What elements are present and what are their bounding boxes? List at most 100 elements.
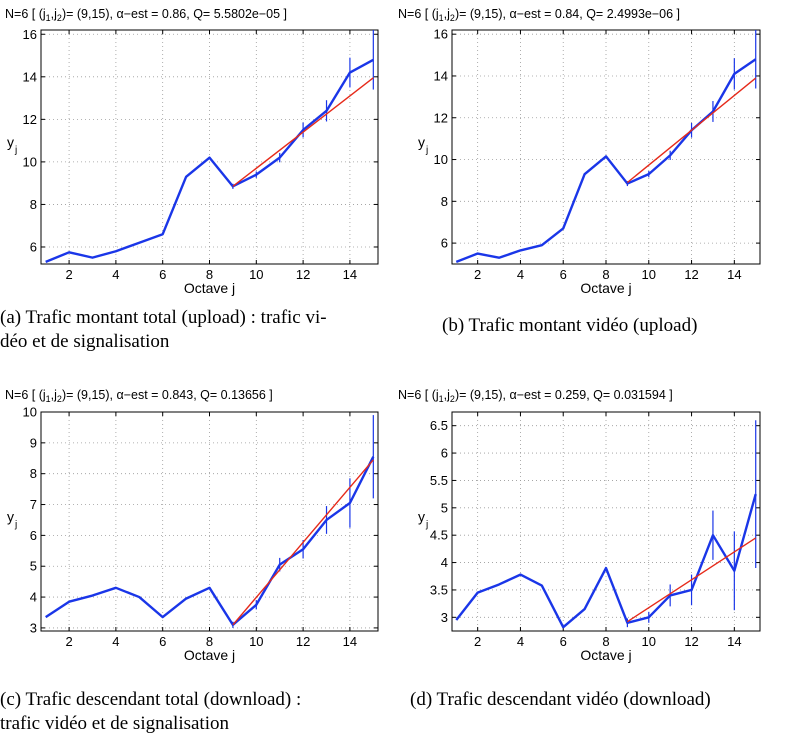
- y-tick-label: 6: [441, 446, 448, 461]
- x-tick-label: 8: [206, 267, 213, 282]
- chart-header-part: 2: [57, 13, 62, 23]
- caption-c: (c) Trafic descendant total (download) :…: [0, 688, 301, 736]
- x-tick-label: 14: [727, 634, 741, 649]
- chart-header-part: 1: [46, 394, 51, 404]
- x-tick-label: 14: [343, 634, 357, 649]
- caption-a-line-2: déo et de signalisation: [0, 331, 170, 352]
- chart-header-part: )= (9,15), α−est = 0.86, Q= 5.5802e−05 ]: [62, 7, 287, 21]
- y-axis-label: y: [418, 134, 425, 150]
- y-tick-label: 10: [23, 154, 37, 169]
- x-tick-label: 12: [296, 267, 310, 282]
- y-tick-label: 12: [434, 110, 448, 125]
- x-axis-label: Octave j: [184, 647, 235, 663]
- x-tick-label: 8: [602, 634, 609, 649]
- x-tick-label: 2: [65, 267, 72, 282]
- series-line: [45, 58, 374, 263]
- y-tick-label: 4: [30, 590, 37, 605]
- fit-line: [626, 77, 757, 184]
- x-tick-label: 4: [517, 267, 524, 282]
- x-tick-label: 4: [517, 634, 524, 649]
- caption-a-line-1: (a) Trafic montant total (upload) : traf…: [0, 307, 327, 328]
- caption-a: (a) Trafic montant total (upload) : traf…: [0, 306, 327, 354]
- y-tick-label: 16: [23, 27, 37, 42]
- x-tick-label: 4: [112, 267, 119, 282]
- x-tick-label: 2: [65, 634, 72, 649]
- caption-b-line-1: (b) Trafic montant vidéo (upload): [442, 315, 698, 336]
- y-axis-label-sub: j: [14, 520, 17, 531]
- y-tick-label: 8: [30, 197, 37, 212]
- chart-panel-2: N=6 [ (j1,j2)= (9,15), α−est = 0.84, Q= …: [398, 7, 761, 296]
- series-line: [45, 456, 375, 627]
- y-tick-label: 6: [441, 236, 448, 251]
- x-axis-label: Octave j: [580, 647, 631, 663]
- fit-line: [232, 459, 374, 626]
- chart-header-part: )= (9,15), α−est = 0.843, Q= 0.13656 ]: [62, 388, 273, 402]
- series-line: [455, 58, 757, 264]
- caption-b: (b) Trafic montant vidéo (upload): [442, 314, 697, 338]
- fit-line: [627, 537, 757, 623]
- y-tick-label: 8: [30, 466, 37, 481]
- chart-header-part: 2: [450, 394, 455, 404]
- y-tick-label: 8: [441, 194, 448, 209]
- x-tick-label: 14: [343, 267, 357, 282]
- y-tick-label: 3.5: [430, 582, 448, 597]
- chart-header: N=6 [ (j1,j2)= (9,15), α−est = 0.259, Q=…: [398, 388, 673, 404]
- chart-header-part: 1: [46, 13, 51, 23]
- chart-header-part: ,j: [51, 7, 57, 21]
- y-axis-label-sub: j: [425, 520, 428, 531]
- x-axis-label: Octave j: [580, 280, 631, 296]
- chart-panel-4: N=6 [ (j1,j2)= (9,15), α−est = 0.259, Q=…: [398, 388, 761, 663]
- x-tick-label: 6: [560, 634, 567, 649]
- chart-header-part: [ (j: [425, 388, 439, 402]
- chart-header-part: N=6: [5, 388, 32, 402]
- chart-header-part: )= (9,15), α−est = 0.84, Q= 2.4993e−06 ]: [455, 7, 680, 21]
- chart-header-part: [ (j: [425, 7, 439, 21]
- y-tick-label: 6: [30, 239, 37, 254]
- y-tick-label: 12: [23, 112, 37, 127]
- y-axis-label: y: [7, 509, 14, 525]
- chart-header-part: N=6: [398, 7, 425, 21]
- chart-header-part: )= (9,15), α−est = 0.259, Q= 0.031594 ]: [455, 388, 673, 402]
- y-tick-label: 6.5: [430, 418, 448, 433]
- x-axis-label: Octave j: [184, 280, 235, 296]
- x-tick-label: 12: [684, 634, 698, 649]
- chart-header-part: 2: [450, 13, 455, 23]
- y-axis-label-sub: j: [425, 145, 428, 156]
- y-tick-label: 7: [30, 497, 37, 512]
- caption-c-line-1: (c) Trafic descendant total (download) :: [0, 689, 302, 710]
- x-tick-label: 8: [602, 267, 609, 282]
- y-tick-label: 9: [30, 435, 37, 450]
- x-tick-label: 4: [112, 634, 119, 649]
- chart-header-part: ,j: [51, 388, 57, 402]
- x-tick-label: 12: [684, 267, 698, 282]
- x-tick-label: 2: [474, 634, 481, 649]
- x-tick-label: 6: [159, 634, 166, 649]
- y-tick-label: 4.5: [430, 528, 448, 543]
- caption-c-line-2: trafic vidéo et de signalisation: [0, 713, 229, 734]
- chart-panel-1: N=6 [ (j1,j2)= (9,15), α−est = 0.86, Q= …: [5, 7, 379, 296]
- chart-header: N=6 [ (j1,j2)= (9,15), α−est = 0.86, Q= …: [5, 7, 287, 23]
- x-tick-label: 8: [206, 634, 213, 649]
- chart-header-part: ,j: [444, 7, 450, 21]
- chart-header-part: 1: [439, 13, 444, 23]
- chart-header-part: N=6: [5, 7, 32, 21]
- chart-header-part: N=6: [398, 388, 425, 402]
- y-tick-label: 6: [30, 528, 37, 543]
- x-tick-label: 6: [560, 267, 567, 282]
- x-tick-label: 12: [296, 634, 310, 649]
- series-line: [455, 493, 757, 629]
- y-tick-label: 10: [23, 405, 37, 420]
- chart-header: N=6 [ (j1,j2)= (9,15), α−est = 0.843, Q=…: [5, 388, 273, 404]
- x-tick-label: 10: [642, 267, 656, 282]
- y-axis-label: y: [7, 134, 14, 150]
- x-tick-label: 6: [159, 267, 166, 282]
- x-tick-label: 2: [474, 267, 481, 282]
- y-tick-label: 10: [434, 152, 448, 167]
- chart-header-part: 2: [57, 394, 62, 404]
- y-tick-label: 3: [441, 610, 448, 625]
- y-tick-label: 5: [441, 500, 448, 515]
- x-tick-label: 10: [249, 267, 263, 282]
- fit-line: [232, 77, 374, 187]
- chart-header: N=6 [ (j1,j2)= (9,15), α−est = 0.84, Q= …: [398, 7, 680, 23]
